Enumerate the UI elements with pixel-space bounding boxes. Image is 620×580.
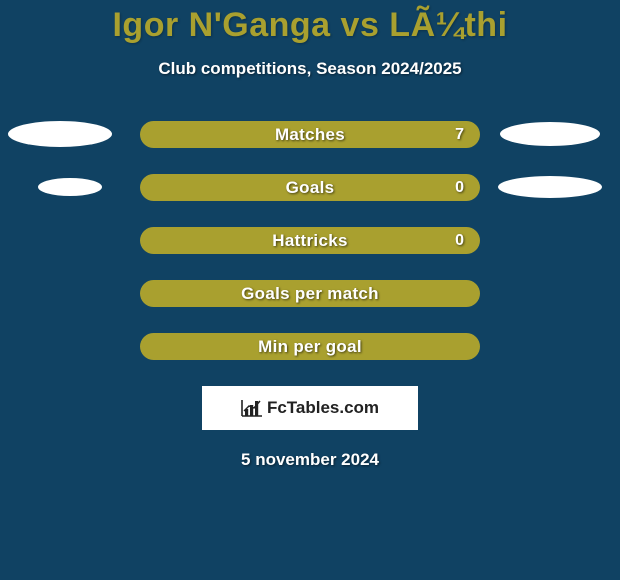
page-root: Igor N'Ganga vs LÃ¼thi Club competitions… xyxy=(0,0,620,580)
bar-matches: Matches 7 xyxy=(140,121,480,148)
subtitle: Club competitions, Season 2024/2025 xyxy=(158,59,461,79)
right-marker-matches xyxy=(500,122,600,146)
bar-label-goals: Goals xyxy=(286,178,335,198)
bar-chart-icon xyxy=(241,399,263,417)
bar-label-mpg: Min per goal xyxy=(258,337,362,357)
stat-row-gpm: Goals per match xyxy=(0,280,620,307)
stat-row-matches: Matches 7 xyxy=(0,121,620,148)
bar-label-gpm: Goals per match xyxy=(241,284,379,304)
stat-row-mpg: Min per goal xyxy=(0,333,620,360)
bar-value-goals: 0 xyxy=(455,179,464,197)
right-marker-goals xyxy=(498,176,602,198)
bar-label-matches: Matches xyxy=(275,125,345,145)
left-marker-goals xyxy=(38,178,102,196)
page-title: Igor N'Ganga vs LÃ¼thi xyxy=(112,6,507,45)
date-text: 5 november 2024 xyxy=(241,450,379,470)
left-marker-matches xyxy=(8,121,112,147)
bar-gpm: Goals per match xyxy=(140,280,480,307)
logo-text: FcTables.com xyxy=(267,398,379,418)
bar-label-hattricks: Hattricks xyxy=(272,231,347,251)
stat-row-hattricks: Hattricks 0 xyxy=(0,227,620,254)
bar-goals: Goals 0 xyxy=(140,174,480,201)
bar-value-matches: 7 xyxy=(455,126,464,144)
logo-box: FcTables.com xyxy=(202,386,418,430)
bar-value-hattricks: 0 xyxy=(455,232,464,250)
bar-mpg: Min per goal xyxy=(140,333,480,360)
stat-row-goals: Goals 0 xyxy=(0,174,620,201)
bar-hattricks: Hattricks 0 xyxy=(140,227,480,254)
comparison-chart: Matches 7 Goals 0 Hattricks 0 Goals per … xyxy=(0,121,620,360)
